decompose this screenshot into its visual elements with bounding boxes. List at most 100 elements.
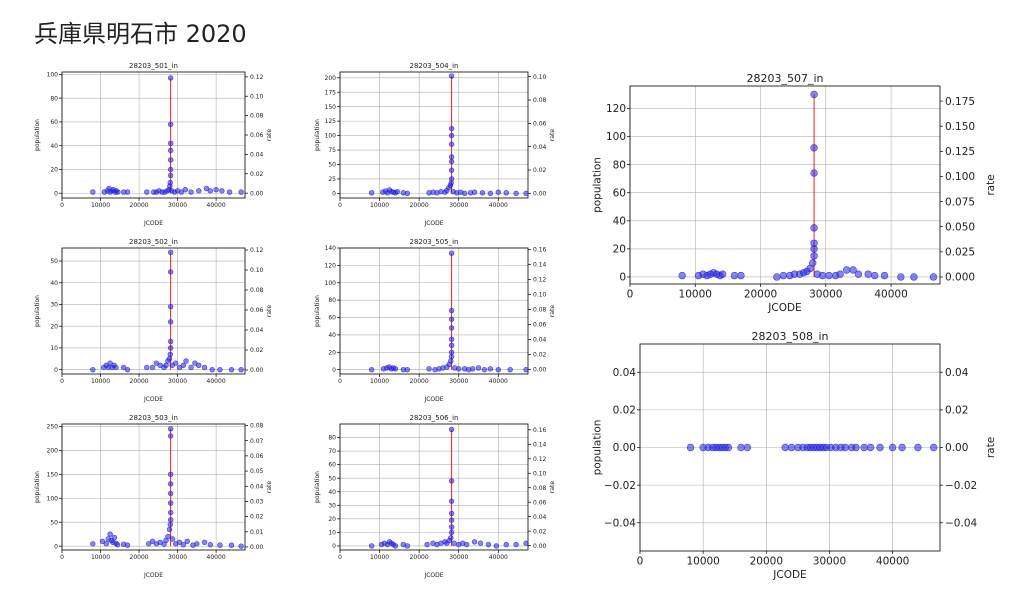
data-point — [737, 443, 745, 452]
data-point — [167, 338, 174, 345]
y2-tick-label: 0.00 — [533, 543, 547, 550]
y2-tick-label: 0.05 — [250, 468, 264, 475]
y-tick-label: 75 — [328, 147, 336, 154]
data-point — [448, 535, 454, 541]
x-tick-label: 40000 — [489, 554, 508, 561]
y-axis-label: population — [314, 471, 321, 503]
x-tick-label: 10000 — [679, 289, 712, 301]
data-point — [523, 190, 529, 197]
y-tick-label: 0 — [54, 190, 58, 197]
data-point — [167, 172, 174, 179]
y2-tick-label: 0.02 — [533, 167, 547, 174]
data-point — [849, 266, 857, 274]
data-point — [392, 543, 399, 549]
y2-tick-label: 0.06 — [533, 322, 547, 329]
data-point — [194, 541, 200, 547]
y2-tick-label: 0.16 — [533, 427, 547, 434]
y2-tick-label: 0.10 — [533, 74, 547, 81]
y2-tick-label: 0.00 — [533, 367, 547, 374]
data-point — [368, 543, 375, 549]
y2-tick-label: 0.000 — [945, 272, 975, 284]
data-point — [392, 366, 399, 372]
data-point — [167, 345, 174, 351]
data-point — [113, 364, 119, 371]
y2-tick-label: 0.14 — [533, 441, 547, 448]
data-point — [238, 366, 244, 373]
y2-tick-label: 0.10 — [250, 267, 264, 274]
data-point — [513, 190, 519, 197]
y-tick-label: 10 — [328, 529, 336, 536]
x-tick-label: 20000 — [130, 378, 149, 385]
y2-tick-label: 0.100 — [945, 171, 975, 183]
data-point — [167, 521, 173, 528]
data-point — [810, 224, 818, 232]
plot-frame — [61, 247, 246, 375]
data-point — [448, 524, 455, 530]
x-tick-label: 20000 — [410, 202, 429, 209]
x-axis-label: JCODE — [772, 569, 806, 581]
x-axis-label: JCODE — [767, 302, 801, 314]
data-point — [426, 366, 432, 372]
chart-svg: 0 10000 20000 30000 40000 −0.04 −0.02 0.00 0.02 0… — [591, 330, 997, 581]
y2-tick-label: 0.02 — [533, 352, 547, 359]
data-point — [471, 539, 478, 545]
y-axis-label: population — [314, 119, 321, 151]
y-tick-label: 0 — [54, 367, 58, 374]
y-axis-label: population — [591, 157, 603, 213]
data-point — [167, 269, 174, 275]
data-point — [448, 176, 455, 182]
data-point — [743, 443, 752, 452]
y-axis-label: population — [314, 295, 321, 327]
data-point — [167, 426, 174, 432]
data-point — [818, 271, 827, 280]
y-tick-label: 0 — [332, 543, 336, 550]
data-point — [167, 351, 173, 358]
y-tick-label: 250 — [47, 423, 59, 430]
y-tick-label: 0.00 — [613, 442, 636, 454]
data-point — [228, 542, 235, 548]
data-point — [145, 541, 152, 547]
y2-tick-label: 0.10 — [250, 93, 264, 100]
data-point — [90, 189, 96, 195]
data-point — [507, 366, 513, 373]
data-point — [910, 273, 918, 281]
x-tick-label: 10000 — [370, 378, 389, 385]
data-point — [163, 362, 169, 369]
data-point — [184, 538, 190, 545]
chart-svg: 0 10000 20000 30000 40000 0 50 100 150 200 250 0.00… — [34, 414, 273, 579]
data-point — [897, 273, 905, 281]
y-tick-label: 60 — [50, 119, 58, 126]
data-point — [448, 307, 455, 314]
data-point — [503, 190, 509, 196]
y-tick-label: 150 — [47, 471, 59, 478]
data-point — [864, 270, 872, 278]
data-point — [448, 349, 455, 355]
data-point — [479, 190, 486, 196]
chart-svg: 0 10000 20000 30000 40000 0 10 20 30 40 50 60 70 80 0.… — [314, 414, 556, 579]
x-tick-label: 0 — [338, 378, 342, 385]
data-point — [149, 538, 156, 545]
data-point — [165, 533, 171, 540]
y-tick-label: 40 — [50, 143, 58, 150]
x-tick-label: 30000 — [168, 202, 187, 209]
y-tick-label: 100 — [325, 280, 337, 287]
y-tick-label: 140 — [325, 245, 337, 252]
x-tick-label: 40000 — [489, 378, 508, 385]
x-tick-label: 30000 — [813, 556, 846, 568]
y2-axis-label: rate — [549, 305, 556, 317]
data-point — [404, 366, 410, 373]
data-point — [111, 534, 118, 541]
x-tick-label: 10000 — [91, 554, 110, 561]
data-point — [167, 179, 173, 186]
data-point — [368, 190, 375, 196]
data-point — [810, 239, 818, 247]
data-point — [166, 356, 173, 362]
x-tick-label: 30000 — [168, 378, 187, 385]
y-tick-label: 60 — [613, 187, 626, 199]
data-point — [238, 189, 244, 195]
y-tick-label: 120 — [606, 103, 626, 115]
y-tick-label: 200 — [47, 447, 59, 454]
data-point — [781, 443, 789, 452]
data-point — [495, 189, 502, 195]
data-point — [176, 539, 183, 546]
